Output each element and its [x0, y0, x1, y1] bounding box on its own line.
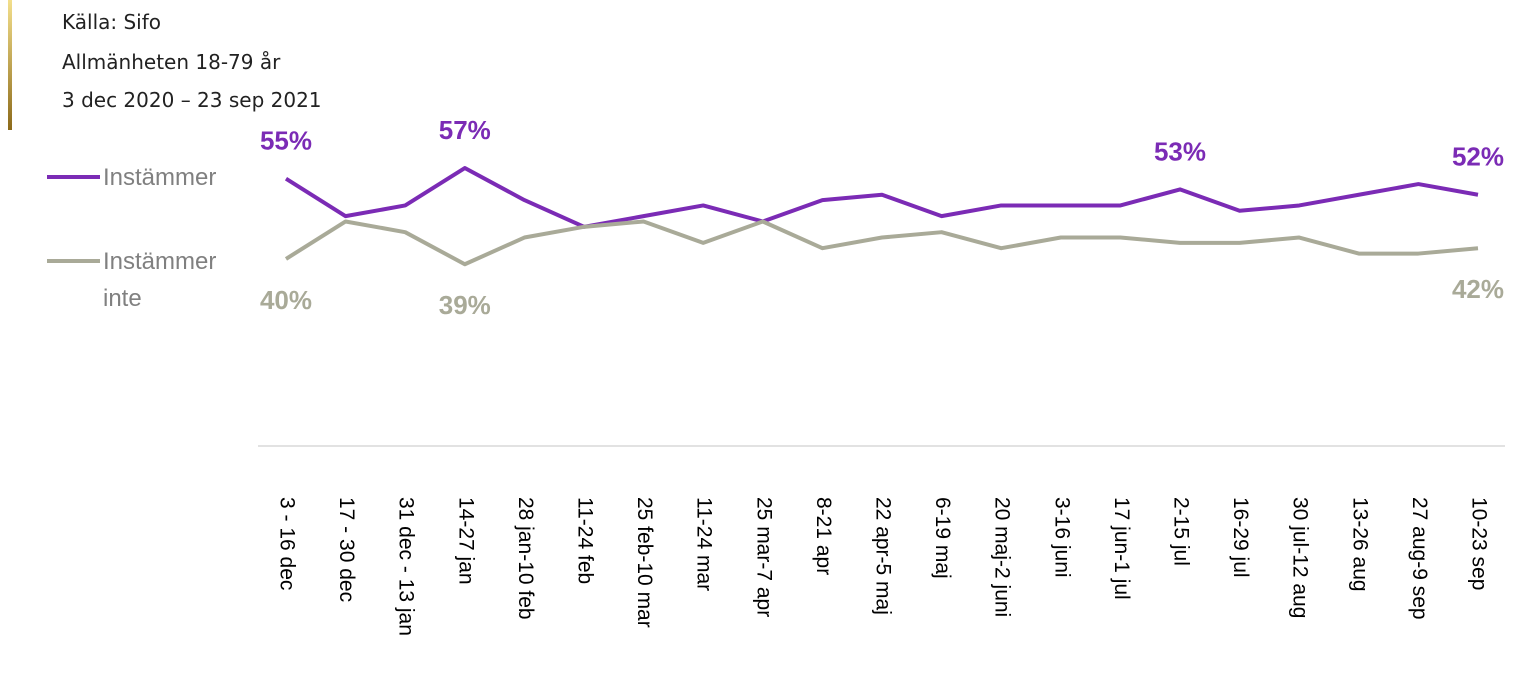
x-tick-label: 10-23 sep [1467, 497, 1490, 590]
x-tick-label: 25 mar-7 apr [752, 497, 775, 617]
source-line: Källa: Sifo [62, 10, 162, 34]
data-label: 55% [260, 126, 312, 156]
source-line: 3 dec 2020 – 23 sep 2021 [62, 88, 322, 112]
data-label: 42% [1452, 274, 1504, 304]
x-tick-label: 11-24 feb [573, 497, 596, 584]
x-tick-label: 30 jul-12 aug [1289, 497, 1312, 618]
x-tick-label: 3 - 16 dec [275, 497, 298, 590]
x-tick-label: 8-21 apr [812, 497, 835, 575]
x-tick-label: 17 jun-1 jul [1110, 497, 1133, 600]
x-tick-label: 25 feb-10 mar [633, 497, 656, 628]
data-label: 53% [1154, 136, 1206, 166]
x-tick-label: 22 apr-5 maj [871, 497, 894, 615]
legend-label: Instämmer inte [103, 248, 217, 312]
x-tick-label: 13-26 aug [1348, 497, 1371, 592]
accent-bar [8, 0, 12, 130]
data-label: 40% [260, 285, 312, 315]
series-line [284, 219, 1479, 267]
x-tick-label: 27 aug-9 sep [1408, 497, 1431, 620]
series-line [284, 166, 1479, 229]
x-tick-label: 2-15 jul [1169, 497, 1192, 566]
source-line: Allmänheten 18-79 år [62, 50, 281, 74]
x-tick-label: 14-27 jan [454, 497, 477, 585]
x-tick-label: 28 jan-10 feb [514, 497, 537, 620]
data-label: 39% [439, 290, 491, 320]
legend-label: Instämmer [103, 164, 217, 191]
x-tick-label: 3-16 juni [1050, 497, 1073, 578]
data-label: 57% [439, 115, 491, 145]
x-tick-label: 17 - 30 dec [335, 497, 358, 602]
data-label: 52% [1452, 142, 1504, 172]
x-tick-label: 31 dec - 13 jan [395, 497, 418, 636]
x-tick-label: 20 maj-2 juni [991, 497, 1014, 617]
x-tick-label: 6-19 maj [931, 497, 954, 579]
x-tick-label: 16-29 jul [1229, 497, 1252, 578]
x-tick-label: 11-24 mar [693, 497, 716, 591]
